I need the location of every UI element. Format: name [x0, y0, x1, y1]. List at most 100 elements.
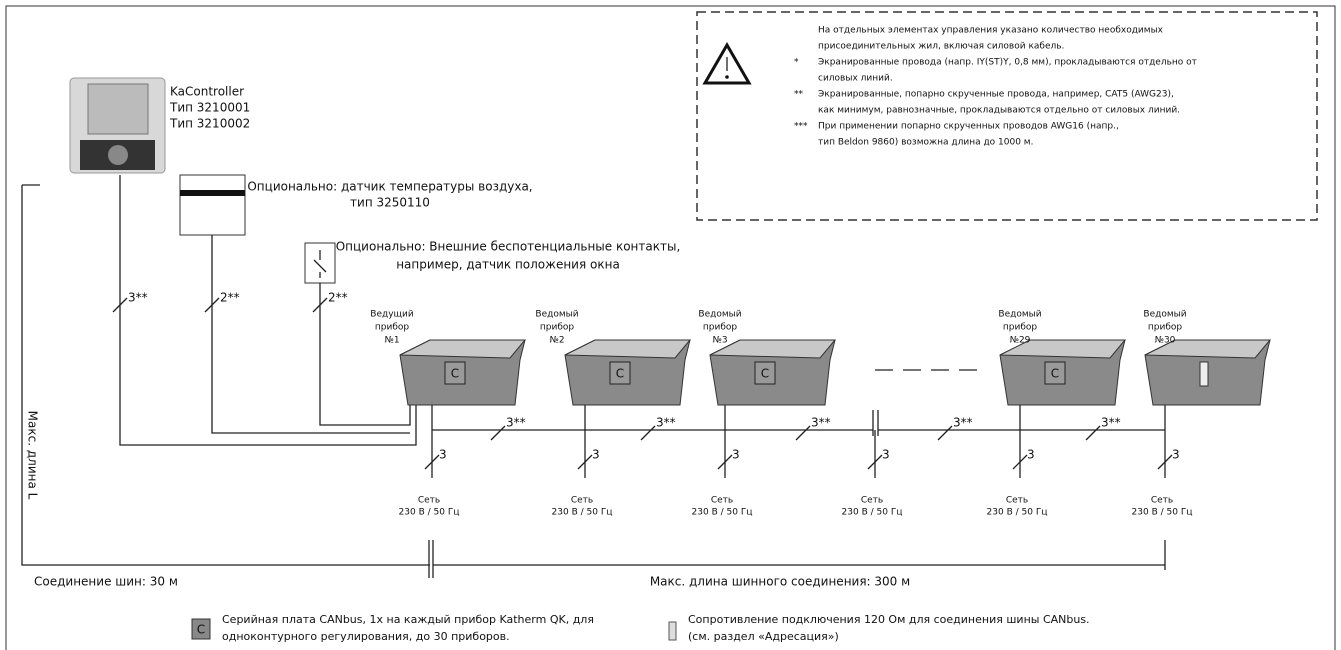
- controller-name: KaController: [170, 85, 244, 99]
- wire-count: 2**: [220, 291, 240, 305]
- device-label: прибор: [703, 323, 738, 333]
- controller-device: [69, 77, 166, 174]
- wire-count-tick: [577, 454, 593, 470]
- device-top: [399, 339, 527, 359]
- device-label: прибор: [540, 323, 575, 333]
- wire-count-tick: [112, 297, 128, 313]
- note-marker: **: [794, 90, 804, 100]
- legend-text: Серийная плата CANbus, 1х на каждый приб…: [222, 613, 594, 626]
- contacts-label: например, датчик положения окна: [396, 258, 620, 272]
- device-label: №3: [712, 336, 727, 346]
- device-label: №1: [384, 336, 399, 346]
- card-icon-letter: C: [451, 367, 459, 381]
- note-text: Экранированные, попарно скрученные прово…: [818, 90, 1174, 100]
- wire-count: 3: [1027, 448, 1035, 462]
- note-box: [696, 11, 1318, 221]
- mains-label: Сеть: [571, 496, 593, 506]
- legend-text: одноконтурного регулирования, до 30 приб…: [222, 630, 510, 643]
- dim-line: [21, 185, 430, 566]
- contacts-label: Опционально: Внешние беспотенциальные ко…: [336, 240, 681, 254]
- device-label: №29: [1010, 336, 1031, 346]
- wire: [119, 175, 417, 446]
- wire-count-tick: [1085, 425, 1101, 441]
- mains-label: 230 В / 50 Гц: [692, 508, 753, 518]
- sensor-label: Опционально: датчик температуры воздуха,: [247, 180, 532, 194]
- note-text: тип Beldon 9860) возможна длина до 1000 …: [818, 138, 1033, 148]
- dimension-label: Макс. длина L: [26, 411, 40, 500]
- device-label: Ведомый: [535, 310, 578, 320]
- card-icon: [754, 361, 776, 385]
- device-label: прибор: [1148, 323, 1183, 333]
- mains-label: Сеть: [711, 496, 733, 506]
- dimension-label: Соединение шин: 30 м: [34, 575, 178, 589]
- device-top: [709, 339, 837, 359]
- sensor-device: [179, 174, 246, 236]
- device-label: Ведомый: [998, 310, 1041, 320]
- mains-label: 230 В / 50 Гц: [1132, 508, 1193, 518]
- wire-count-tick: [937, 425, 953, 441]
- device-label: №30: [1155, 336, 1176, 346]
- device-label: Ведомый: [1143, 310, 1186, 320]
- note-text: На отдельных элементах управления указан…: [818, 26, 1164, 36]
- wire-count-tick: [717, 454, 733, 470]
- controller-type: Тип 3210001: [169, 101, 250, 115]
- note-marker: *: [794, 58, 799, 68]
- wire-count: 3**: [128, 291, 148, 305]
- note-marker: ***: [794, 122, 808, 132]
- wire-count: 3**: [506, 416, 526, 430]
- wire-count: 3: [732, 448, 740, 462]
- wire: [211, 235, 410, 434]
- sensor-label: тип 3250110: [350, 196, 430, 210]
- card-icon: [444, 361, 466, 385]
- wire-count-tick: [204, 297, 220, 313]
- mains-label: 230 В / 50 Гц: [399, 508, 460, 518]
- card-icon: [1044, 361, 1066, 385]
- controller-type: Тип 3210002: [169, 117, 250, 131]
- note-text: Экранированные провода (напр. IY(ST)Y, 0…: [818, 58, 1197, 68]
- mains-label: Сеть: [1006, 496, 1028, 506]
- device-top: [999, 339, 1127, 359]
- card-icon: [191, 618, 211, 640]
- note-text: силовых линий.: [818, 74, 893, 84]
- wire-count-tick: [424, 454, 440, 470]
- mains-label: Сеть: [418, 496, 440, 506]
- warning-icon: [702, 42, 752, 85]
- wire-count-tick: [490, 425, 506, 441]
- device-label: №2: [549, 336, 564, 346]
- wire-count-tick: [640, 425, 656, 441]
- mains-label: Сеть: [861, 496, 883, 506]
- note-text: При применении попарно скрученных провод…: [818, 122, 1119, 132]
- wire-count: 3: [882, 448, 890, 462]
- wire-count: 3: [439, 448, 447, 462]
- legend-text: Сопротивление подключения 120 Ом для сое…: [688, 613, 1090, 626]
- contact-switch: [304, 242, 336, 284]
- wire-count-tick: [1157, 454, 1173, 470]
- wire-count: 3**: [953, 416, 973, 430]
- wire-count: 3: [1172, 448, 1180, 462]
- device-label: Ведущий: [370, 310, 414, 320]
- wire-count: 3: [592, 448, 600, 462]
- dimension-label: Макс. длина шинного соединения: 300 м: [650, 575, 910, 589]
- mains-label: Сеть: [1151, 496, 1173, 506]
- card-icon: [609, 361, 631, 385]
- device-label: прибор: [375, 323, 410, 333]
- wire-count-tick: [867, 454, 883, 470]
- wire-count: 3**: [1101, 416, 1121, 430]
- resistor-icon: [668, 621, 677, 641]
- card-icon-letter: C: [197, 623, 205, 637]
- card-icon-letter: C: [761, 367, 769, 381]
- wire-count-tick: [795, 425, 811, 441]
- device-top: [1144, 339, 1272, 359]
- card-icon-letter: C: [1051, 367, 1059, 381]
- note-text: как минимум, равнозначные, прокладываютс…: [818, 106, 1180, 116]
- legend-text: (см. раздел «Адресация»): [688, 630, 839, 643]
- wire-count: 2**: [328, 291, 348, 305]
- device-top: [564, 339, 692, 359]
- wire-count: 3**: [811, 416, 831, 430]
- resistor-icon: [1199, 361, 1209, 387]
- device-label: Ведомый: [698, 310, 741, 320]
- card-icon-letter: C: [616, 367, 624, 381]
- frame: [5, 5, 1336, 650]
